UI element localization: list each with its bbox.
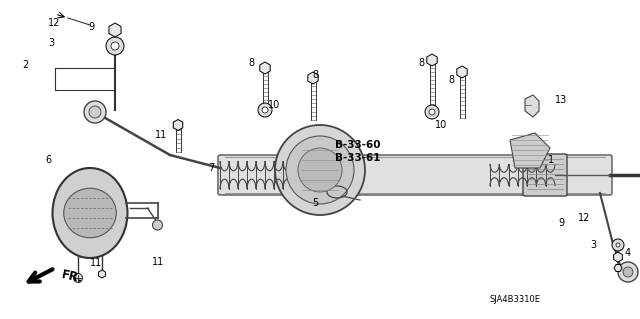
Text: 8: 8 [312, 70, 318, 80]
Polygon shape [308, 72, 318, 84]
Polygon shape [457, 66, 467, 78]
Circle shape [616, 243, 620, 247]
Circle shape [425, 105, 439, 119]
Text: 12: 12 [578, 213, 590, 223]
Circle shape [612, 239, 624, 251]
Circle shape [111, 42, 119, 50]
Circle shape [84, 101, 106, 123]
Circle shape [623, 267, 633, 277]
Text: FR.: FR. [60, 268, 84, 285]
Polygon shape [99, 270, 106, 278]
Ellipse shape [52, 168, 127, 258]
Text: 1: 1 [548, 155, 554, 165]
Text: 9: 9 [88, 22, 94, 32]
Circle shape [262, 107, 268, 113]
Polygon shape [173, 120, 183, 130]
Text: 7: 7 [208, 163, 214, 173]
Text: 11: 11 [90, 258, 102, 268]
Text: 9: 9 [558, 218, 564, 228]
Circle shape [286, 136, 354, 204]
Text: B-33-61: B-33-61 [335, 153, 381, 163]
Circle shape [74, 273, 83, 283]
Text: 11: 11 [152, 257, 164, 267]
Polygon shape [173, 120, 182, 130]
Text: 10: 10 [435, 120, 447, 130]
Polygon shape [525, 95, 539, 117]
FancyBboxPatch shape [523, 154, 567, 196]
Polygon shape [109, 23, 121, 37]
Text: 3: 3 [590, 240, 596, 250]
Circle shape [258, 103, 272, 117]
FancyBboxPatch shape [218, 155, 612, 195]
Polygon shape [614, 264, 622, 271]
Ellipse shape [64, 188, 116, 238]
Text: 3: 3 [48, 38, 54, 48]
Text: 4: 4 [625, 248, 631, 258]
Text: 10: 10 [268, 100, 280, 110]
Text: 2: 2 [22, 60, 28, 70]
Polygon shape [510, 133, 550, 168]
Circle shape [89, 106, 101, 118]
Text: 8: 8 [418, 58, 424, 68]
Circle shape [275, 125, 365, 215]
Text: 12: 12 [48, 18, 60, 28]
Circle shape [106, 37, 124, 55]
Text: 8: 8 [448, 75, 454, 85]
Text: 13: 13 [555, 95, 567, 105]
Text: B-33-60: B-33-60 [335, 140, 381, 150]
Polygon shape [260, 62, 270, 74]
Text: 6: 6 [45, 155, 51, 165]
Polygon shape [614, 252, 622, 262]
Text: 5: 5 [312, 198, 318, 208]
Text: 8: 8 [248, 58, 254, 68]
Circle shape [152, 220, 163, 230]
Text: 11: 11 [155, 130, 167, 140]
Circle shape [429, 109, 435, 115]
Circle shape [618, 262, 638, 282]
Circle shape [298, 148, 342, 192]
Text: SJA4B3310E: SJA4B3310E [490, 295, 541, 304]
Polygon shape [427, 54, 437, 66]
